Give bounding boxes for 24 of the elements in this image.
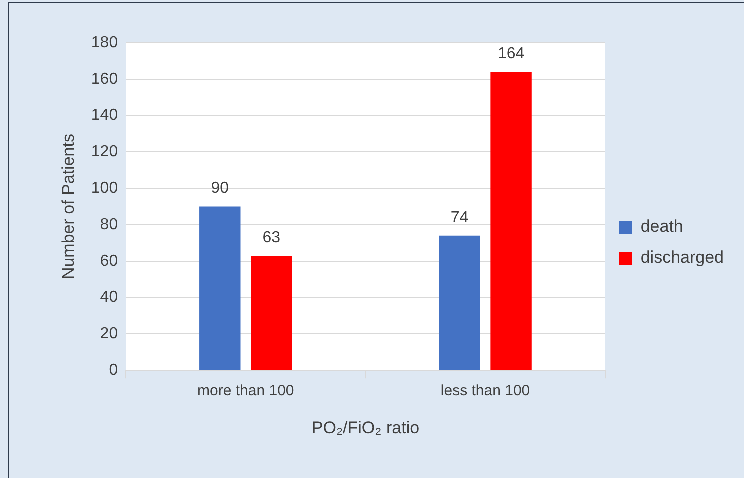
y-tick-label: 60: [100, 252, 118, 270]
data-label: 63: [262, 229, 281, 246]
data-label: 164: [498, 46, 525, 63]
data-label: 90: [211, 180, 230, 198]
y-tick-label: 180: [91, 34, 118, 52]
y-tick-label: 80: [100, 216, 118, 234]
y-tick-label: 0: [109, 362, 118, 380]
y-tick-label: 100: [91, 180, 118, 198]
x-tick-label: more than 100: [198, 382, 294, 400]
y-axis-title: Number of Patients: [58, 134, 78, 280]
legend-label: discharged: [640, 248, 724, 268]
data-label: 74: [450, 209, 469, 226]
bar: [251, 256, 292, 370]
legend-label: death: [640, 217, 684, 236]
y-tick-label: 40: [100, 289, 118, 306]
x-tick-label: less than 100: [440, 382, 530, 400]
bar: [200, 206, 241, 370]
bar: [439, 236, 480, 370]
y-tick-label: 120: [91, 144, 118, 161]
y-tick-label: 20: [100, 326, 118, 343]
y-tick-label: 140: [91, 107, 118, 124]
x-axis-title: PO₂/FiO₂ ratio: [312, 418, 420, 438]
bar: [490, 72, 532, 370]
y-tick-label: 160: [91, 70, 118, 88]
